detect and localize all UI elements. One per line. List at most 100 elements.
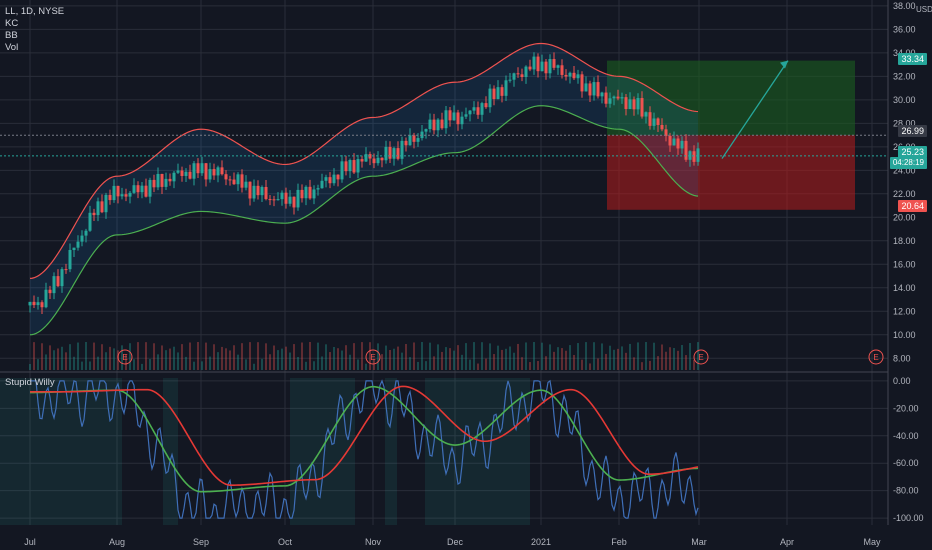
candle-body — [396, 148, 400, 159]
volume-bar — [649, 360, 651, 370]
volume-bar — [85, 342, 87, 370]
volume-bar — [73, 356, 75, 370]
candle-body — [424, 129, 428, 132]
volume-bar — [225, 348, 227, 370]
volume-bar — [533, 342, 535, 370]
candle-body — [32, 301, 36, 306]
volume-bar — [565, 350, 567, 370]
candle-body — [312, 189, 316, 199]
candle-body — [72, 247, 76, 250]
projection-arrowhead — [780, 60, 788, 69]
volume-bar — [401, 352, 403, 370]
candle-body — [300, 189, 304, 199]
candle-body — [428, 119, 432, 130]
chart-legend: LL, 1D, NYSE KC BB Vol — [5, 6, 64, 54]
volume-bar — [505, 348, 507, 370]
volume-bar — [537, 361, 539, 370]
candle-body — [304, 186, 308, 199]
volume-bar — [557, 347, 559, 370]
volume-bar — [609, 345, 611, 370]
candle-body — [120, 194, 124, 197]
earnings-marker — [117, 349, 133, 365]
candle-body — [576, 74, 580, 79]
candle-body — [360, 159, 364, 162]
volume-bar — [165, 350, 167, 370]
candle-body — [328, 177, 332, 184]
volume-bar — [233, 345, 235, 370]
candle-body — [44, 289, 48, 308]
volume-bar — [657, 356, 659, 370]
candle-body — [320, 180, 324, 189]
volume-bar — [205, 342, 207, 370]
candle-body — [392, 148, 396, 159]
legend-bb: BB — [5, 30, 18, 41]
candle-body — [164, 178, 168, 187]
volume-bar — [81, 361, 83, 370]
stop-price-label: 20.64 — [898, 200, 927, 212]
volume-bar — [633, 357, 635, 370]
candle-body — [128, 192, 132, 197]
candle-body — [100, 201, 104, 213]
candle-body — [588, 83, 592, 96]
volume-bar — [257, 342, 259, 370]
volume-bar — [217, 352, 219, 370]
volume-bar — [253, 363, 255, 370]
volume-bar — [617, 348, 619, 370]
candle-body — [548, 59, 552, 74]
candle-body — [516, 73, 520, 75]
volume-bar — [377, 343, 379, 370]
candle-body — [124, 194, 128, 197]
candle-body — [476, 107, 480, 115]
volume-bar — [161, 345, 163, 370]
y-tick-label: 34.00 — [893, 48, 916, 58]
candle-body — [612, 96, 616, 99]
volume-bar — [357, 359, 359, 370]
candle-body — [272, 199, 276, 201]
candle-body — [76, 241, 80, 248]
candle-body — [376, 157, 380, 164]
volume-bar — [193, 361, 195, 370]
volume-bar — [489, 343, 491, 370]
volume-bar — [393, 348, 395, 370]
earnings-marker-label: E — [370, 353, 375, 362]
volume-bar — [221, 346, 223, 370]
volume-bar — [697, 342, 699, 370]
symbol-line: LL, 1D, NYSE — [5, 6, 65, 17]
candle-body — [180, 170, 184, 176]
candle-body — [464, 114, 468, 117]
candle-body — [296, 189, 300, 208]
volume-bar — [345, 345, 347, 370]
candle-body — [456, 112, 460, 125]
volume-bar — [329, 352, 331, 370]
kc-upper-line — [29, 42, 699, 279]
x-tick-label: Nov — [365, 537, 382, 547]
indicator-tick-label: -40.00 — [893, 431, 919, 441]
volume-bar — [29, 364, 31, 370]
volume-bar — [381, 354, 383, 370]
candle-body — [572, 72, 576, 79]
candle-body — [160, 173, 164, 187]
volume-bar — [665, 351, 667, 370]
candle-body — [684, 140, 688, 160]
candle-body — [132, 185, 136, 193]
candle-body — [208, 169, 212, 180]
candle-body — [408, 135, 412, 146]
candle-body — [452, 112, 456, 121]
legend-kc: KC — [5, 18, 19, 29]
candle-body — [416, 138, 420, 142]
candle-body — [404, 140, 408, 146]
candle-body — [592, 82, 596, 96]
candle-body — [388, 146, 392, 159]
y-tick-label: 18.00 — [893, 236, 916, 246]
candle-body — [200, 163, 204, 174]
x-tick-label: 2021 — [531, 537, 551, 547]
candle-body — [520, 74, 524, 78]
y-tick-label: 36.00 — [893, 24, 916, 34]
candle-body — [64, 269, 68, 271]
candle-body — [112, 185, 116, 201]
candle-body — [444, 110, 448, 129]
y-tick-label: 12.00 — [893, 306, 916, 316]
candle-body — [144, 185, 148, 197]
volume-bar — [517, 343, 519, 370]
